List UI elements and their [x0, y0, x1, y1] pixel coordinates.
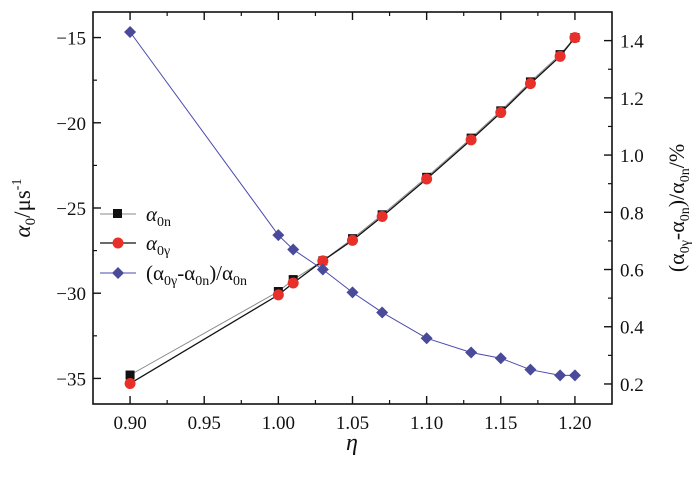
legend-marker-diamond: [112, 267, 124, 279]
right-y-tick-label: 1.2: [620, 89, 644, 110]
data-point-ratio: [346, 286, 359, 299]
left-y-tick-label: −15: [56, 29, 86, 50]
legend-entry-a0n: α0n: [100, 202, 171, 230]
plot-frame: [92, 11, 613, 405]
x-tick-label: 1.05: [336, 413, 369, 434]
left-y-tick-label: −35: [56, 369, 86, 390]
series-line-a0n: [129, 37, 576, 376]
right-y-tick-label: 0.4: [620, 318, 644, 339]
series-markers: [124, 26, 581, 390]
data-point-ratio: [376, 306, 389, 319]
data-point-ratio: [316, 263, 329, 276]
data-point-a0g: [124, 378, 136, 390]
left-y-axis-ticks: −35 −30 −25 −20 −15: [56, 29, 101, 390]
right-y-tick-label: 0.2: [620, 375, 644, 396]
x-tick-label: 0.90: [113, 413, 146, 434]
legend-entry-ratio: (α0γ-α0n)/α0n: [100, 261, 247, 289]
x-axis-title: η: [346, 430, 358, 456]
data-point-ratio: [524, 363, 537, 376]
data-point-a0g: [569, 32, 581, 44]
x-tick-label: 1.20: [558, 413, 591, 434]
data-point-ratio: [465, 346, 478, 359]
data-point-a0g: [554, 50, 566, 62]
right-y-axis-title: (α0γ-α0n)/α0n/%: [664, 144, 693, 272]
data-point-a0g: [376, 211, 388, 223]
right-y-tick-label: 1.0: [620, 146, 644, 167]
right-y-axis-ticks: 0.2 0.4 0.6 0.8 1.0 1.2 1.4: [604, 32, 644, 396]
right-y-tick-label: 0.6: [620, 261, 644, 282]
data-point-ratio: [124, 26, 137, 39]
legend-label-a0n: α0n: [146, 202, 171, 230]
data-point-a0g: [347, 234, 358, 246]
data-point-a0g: [495, 107, 507, 119]
left-y-tick-label: −25: [56, 199, 86, 220]
data-point-a0g: [317, 255, 329, 267]
series-lines: [129, 31, 576, 385]
left-y-tick-label: −30: [56, 284, 86, 305]
legend-marker-square: [113, 209, 122, 218]
legend-entry-a0g: α0γ: [100, 231, 170, 259]
data-point-ratio: [568, 369, 581, 382]
x-tick-label: 1.15: [484, 413, 517, 434]
data-point-a0g: [524, 78, 536, 90]
data-point-a0g: [272, 289, 284, 301]
x-axis-ticks: 0.90 0.95 1.00 1.05 1.10 1.15 1.20: [113, 12, 592, 434]
left-y-axis-title: α0/μs-1: [10, 179, 39, 238]
right-y-tick-label: 0.8: [620, 203, 644, 224]
data-point-ratio: [420, 332, 433, 345]
legend-label-ratio: (α0γ-α0n)/α0n: [146, 261, 247, 289]
x-tick-label: 1.10: [410, 413, 443, 434]
data-point-ratio: [554, 369, 567, 382]
left-y-tick-label: −20: [56, 114, 86, 135]
data-point-a0n: [125, 370, 135, 380]
x-tick-label: 0.95: [188, 413, 221, 434]
data-point-a0g: [421, 173, 433, 185]
data-point-a0g: [287, 277, 299, 289]
data-point-ratio: [272, 229, 285, 242]
series-line-ratio: [129, 31, 575, 376]
data-point-a0g: [465, 134, 477, 146]
x-tick-label: 1.00: [262, 413, 295, 434]
legend-marker-circle: [112, 237, 124, 249]
series-line-a0g: [129, 37, 576, 385]
legend: α0n α0γ (α0γ-α0n)/α0n: [100, 202, 247, 289]
data-point-ratio: [287, 243, 300, 256]
legend-label-a0g: α0γ: [146, 231, 170, 259]
right-y-tick-label: 1.4: [620, 32, 644, 53]
data-point-ratio: [494, 352, 507, 365]
